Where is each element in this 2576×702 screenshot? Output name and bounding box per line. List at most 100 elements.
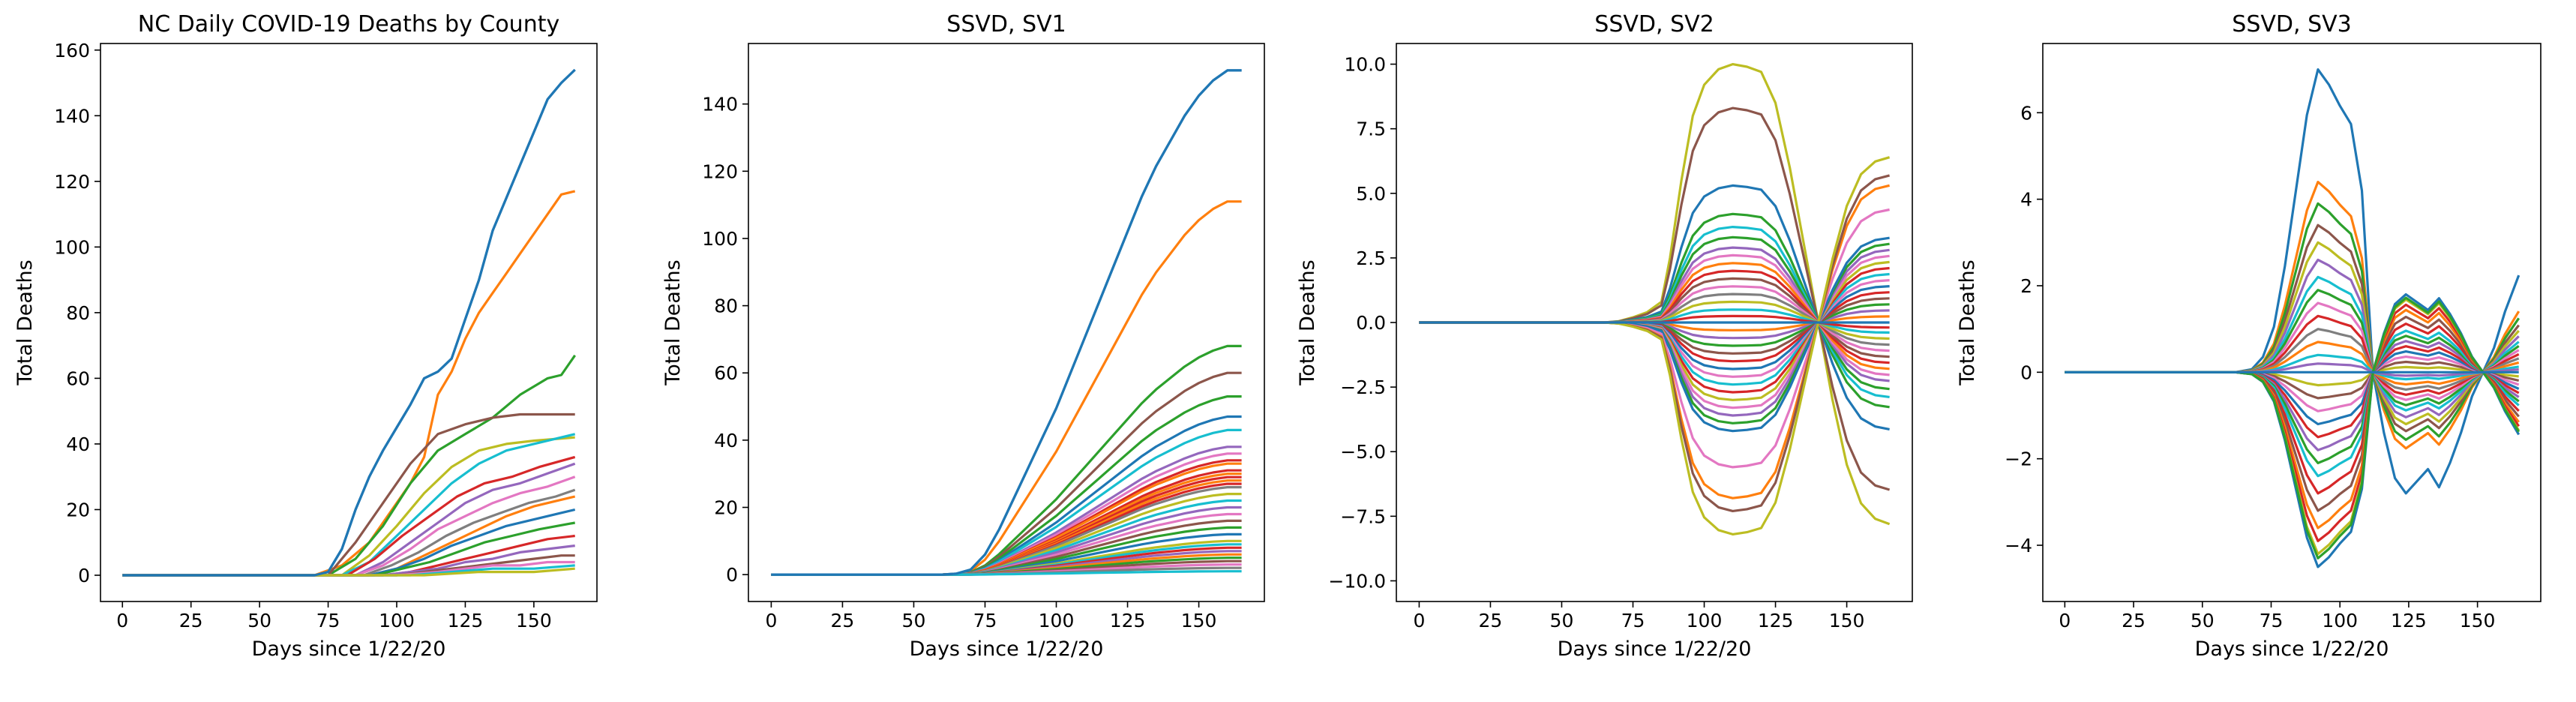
y-tick-label: 80 (714, 296, 738, 317)
y-tick-label: 0 (726, 564, 738, 586)
x-tick-label: 75 (2260, 610, 2284, 632)
y-tick-label: 40 (66, 434, 90, 455)
y-tick-label: 140 (702, 94, 738, 116)
series-line-2 (771, 200, 1242, 576)
series-line-1 (122, 68, 576, 577)
x-tick-label: 125 (1110, 610, 1146, 632)
series-line-5 (1419, 226, 1890, 398)
x-tick-label: 100 (379, 610, 415, 632)
x-tick-label: 50 (247, 610, 271, 632)
series-line-8 (122, 462, 576, 577)
y-tick-label: −2.5 (1340, 376, 1386, 398)
y-axis-label: Total Deaths (13, 260, 37, 386)
y-tick-label: −2 (2005, 448, 2032, 470)
x-axis-label: Days since 1/22/20 (2195, 638, 2389, 661)
x-tick-label: 125 (448, 610, 484, 632)
series-line-6 (122, 433, 576, 577)
series-line-9 (122, 476, 576, 577)
y-tick-label: 100 (702, 228, 738, 250)
series-line-7 (122, 455, 576, 577)
series-line-3 (122, 354, 577, 577)
y-tick-label: 0 (78, 565, 90, 586)
series-line-2 (122, 190, 576, 577)
chart-title: NC Daily COVID-19 Deaths by County (138, 11, 559, 38)
chart-panel-2: 0 25 50 75 100 125 150 0 20 40 60 80 100 120 140 SSVD, … (661, 11, 1265, 661)
series-line-1 (1419, 63, 1891, 526)
y-tick-label: 60 (714, 362, 738, 384)
y-tick-label: 100 (54, 236, 90, 258)
y-tick-label: 80 (66, 302, 90, 324)
x-tick-label: 25 (831, 610, 855, 632)
y-tick-label: 4 (2020, 189, 2032, 211)
y-tick-label: 2 (2020, 275, 2032, 297)
chart-title: SSVD, SV1 (946, 11, 1066, 38)
series-line-33 (1419, 174, 1891, 512)
x-tick-label: 150 (2460, 610, 2496, 632)
y-tick-label: 60 (66, 368, 90, 389)
y-tick-label: 120 (702, 160, 738, 182)
series-line-31 (1419, 208, 1890, 469)
y-tick-label: −5.0 (1340, 441, 1386, 463)
series-line-34 (1419, 156, 1891, 536)
chart-panel-1: 0 25 50 75 100 125 150 0 20 40 60 80 100 120 140 160 NC … (13, 11, 598, 661)
y-tick-label: 40 (714, 430, 738, 452)
plot-frame (100, 43, 598, 602)
y-tick-label: −7.5 (1340, 506, 1386, 527)
y-tick-label: 0.0 (1356, 312, 1386, 334)
x-tick-label: 100 (1039, 610, 1075, 632)
x-tick-label: 50 (2191, 610, 2215, 632)
x-tick-label: 150 (1829, 610, 1865, 632)
chart-panel-4: 0 25 50 75 100 125 150 −4 −2 0 2 4 6 SSVD, SV3 Days si… (1956, 11, 2542, 661)
x-tick-label: 125 (1758, 610, 1794, 632)
x-tick-label: 100 (2322, 610, 2358, 632)
y-tick-label: 120 (54, 171, 90, 193)
y-tick-label: −4 (2005, 535, 2032, 556)
x-axis-label: Days since 1/22/20 (910, 638, 1104, 661)
y-tick-label: 7.5 (1356, 118, 1386, 140)
series-line-5 (122, 436, 575, 577)
x-axis-label: Days since 1/22/20 (252, 638, 446, 661)
x-tick-label: 0 (116, 610, 128, 632)
x-tick-label: 25 (1479, 610, 1503, 632)
series-line-2 (1419, 106, 1891, 491)
series-group (122, 68, 577, 577)
series-group (771, 69, 1242, 576)
series-line-20 (122, 68, 576, 577)
plot-frame (2042, 43, 2542, 602)
x-tick-label: 0 (765, 610, 777, 632)
series-line-32 (1419, 184, 1890, 500)
series-line-10 (122, 488, 576, 577)
series-group (1419, 63, 1891, 536)
y-tick-label: 140 (54, 105, 90, 127)
x-tick-label: 50 (902, 610, 926, 632)
x-tick-label: 75 (973, 610, 997, 632)
series-line-4 (122, 412, 575, 577)
x-tick-label: 0 (2059, 610, 2071, 632)
y-axis-label: Total Deaths (661, 260, 685, 386)
y-tick-label: 20 (714, 497, 738, 519)
x-tick-label: 50 (1550, 610, 1574, 632)
series-line-34 (771, 570, 1242, 576)
y-tick-label: 2.5 (1356, 248, 1386, 269)
x-tick-label: 25 (2122, 610, 2146, 632)
series-line-4 (771, 371, 1242, 576)
y-tick-label: 20 (66, 499, 90, 520)
x-tick-label: 75 (316, 610, 340, 632)
y-axis-label: Total Deaths (1956, 260, 1979, 386)
x-axis-label: Days since 1/22/20 (1558, 638, 1752, 661)
series-line-13 (122, 521, 575, 577)
series-line-12 (122, 508, 576, 577)
x-tick-label: 150 (1181, 610, 1217, 632)
x-tick-label: 75 (1621, 610, 1645, 632)
chart-title: SSVD, SV3 (2232, 11, 2351, 38)
y-tick-label: 160 (54, 40, 90, 62)
y-tick-label: 5.0 (1356, 183, 1386, 205)
y-tick-label: −10.0 (1328, 570, 1386, 592)
series-line-35 (771, 69, 1242, 576)
y-axis-label: Total Deaths (1296, 260, 1319, 386)
x-tick-label: 125 (2391, 610, 2427, 632)
chart-title: SSVD, SV2 (1594, 11, 1714, 38)
x-tick-label: 0 (1413, 610, 1425, 632)
x-tick-label: 150 (516, 610, 552, 632)
